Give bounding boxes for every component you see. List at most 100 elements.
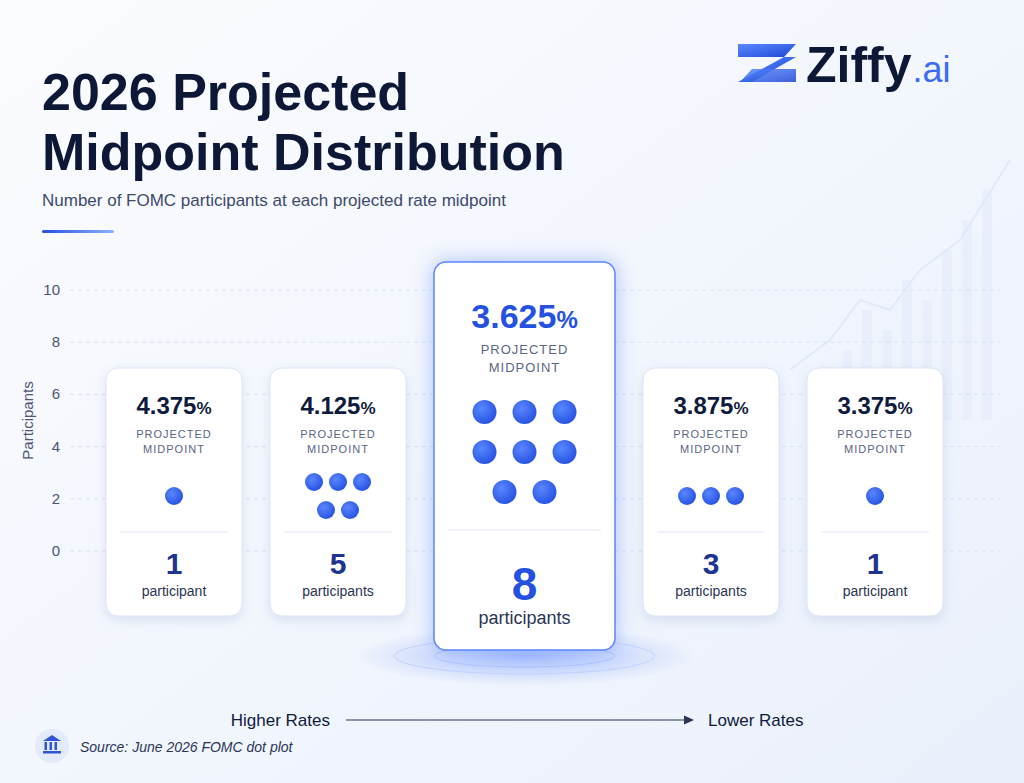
title-underline: [42, 230, 114, 233]
category-caption: PROJECTED MIDPOINT: [481, 342, 569, 375]
category-label: 3.625%: [471, 297, 577, 335]
direction-label: Higher Rates: [231, 711, 330, 730]
participant-dot: [317, 501, 335, 519]
category-unit: %: [897, 399, 912, 418]
category-unit: %: [556, 306, 577, 333]
dot-group: [678, 487, 744, 505]
participant-dot: [165, 487, 183, 505]
participant-dot: [305, 473, 323, 491]
category-label: 4.125%: [300, 392, 375, 419]
card-box: [270, 368, 406, 616]
caption-line: PROJECTED: [481, 342, 569, 357]
participant-dot: [866, 487, 884, 505]
caption-line: MIDPOINT: [844, 443, 906, 455]
y-tick-label: 2: [52, 490, 60, 507]
direction-label: Lower Rates: [708, 711, 803, 730]
caption-line: PROJECTED: [136, 428, 212, 440]
card-box: [434, 262, 615, 650]
data-label: 8: [512, 558, 538, 610]
card-box: [807, 368, 943, 616]
title-line: Midpoint Distribution: [42, 123, 565, 181]
source-icon-column: [55, 742, 58, 750]
participant-dot: [341, 501, 359, 519]
source-icon-column: [45, 742, 48, 750]
card: 3.875%PROJECTEDMIDPOINT3participants: [643, 368, 779, 616]
source-icon-column: [50, 742, 53, 750]
participant-dot: [553, 400, 577, 424]
source-icon-bg: [35, 729, 69, 763]
participant-dot: [533, 480, 557, 504]
card-box: [643, 368, 779, 616]
category-number: 3.625: [471, 297, 556, 335]
y-tick-label: 10: [43, 281, 60, 298]
source-icon: [35, 729, 69, 763]
count-unit-label: participant: [843, 583, 908, 599]
category-unit: %: [196, 399, 211, 418]
participant-dot: [473, 400, 497, 424]
participant-dot: [726, 487, 744, 505]
count-unit-label: participants: [675, 583, 747, 599]
logo-part: [740, 69, 796, 82]
page: {"chart_data": {"type": "dot", "title": …: [0, 0, 1024, 783]
participant-dot: [702, 487, 720, 505]
title: 2026 ProjectedMidpoint Distribution: [42, 63, 565, 181]
direction-arrowhead: [684, 716, 694, 725]
dot-group: [866, 487, 884, 505]
participant-dot: [473, 440, 497, 464]
y-axis-title: Participants: [19, 381, 36, 459]
count-unit-label: participants: [478, 608, 570, 628]
caption-line: MIDPOINT: [307, 443, 369, 455]
y-tick-label: 8: [52, 333, 60, 350]
card-divider: [821, 532, 929, 533]
chart-svg: 2026 ProjectedMidpoint Distribution Numbe…: [0, 0, 1024, 783]
caption-line: PROJECTED: [300, 428, 376, 440]
participant-dot: [353, 473, 371, 491]
category-caption: PROJECTED MIDPOINT: [136, 428, 212, 455]
dot-group: [473, 400, 577, 504]
y-tick-label: 6: [52, 385, 60, 402]
dot-group: [165, 487, 183, 505]
participant-dot: [329, 473, 347, 491]
data-label: 3: [703, 547, 720, 580]
decoration-bar: [982, 190, 992, 420]
title-line: 2026 Projected: [42, 63, 409, 121]
data-label: 1: [166, 547, 183, 580]
participant-dot: [513, 400, 537, 424]
category-unit: %: [360, 399, 375, 418]
category-unit: %: [733, 399, 748, 418]
category-number: 4.125: [300, 392, 360, 419]
background: [0, 0, 1024, 783]
participant-dot: [493, 480, 517, 504]
decoration-line: [790, 160, 1010, 370]
y-tick-label: 0: [52, 542, 60, 559]
card-divider: [657, 532, 765, 533]
participant-dot: [553, 440, 577, 464]
logo-part: [738, 57, 796, 82]
category-caption: PROJECTED MIDPOINT: [837, 428, 913, 455]
caption-line: PROJECTED: [673, 428, 749, 440]
participant-dot: [513, 440, 537, 464]
category-caption: PROJECTED MIDPOINT: [673, 428, 749, 455]
card: 4.375%PROJECTEDMIDPOINT1participant: [106, 368, 242, 616]
data-label: 5: [330, 547, 347, 580]
count-unit-label: participants: [302, 583, 374, 599]
card-divider: [284, 532, 392, 533]
category-number: 3.375: [837, 392, 897, 419]
logo-part: [738, 44, 796, 57]
data-label: 1: [867, 547, 884, 580]
caption-line: MIDPOINT: [143, 443, 205, 455]
category-label: 4.375%: [136, 392, 211, 419]
card: 4.125% PROJECTED MIDPOINT 5 participants: [270, 368, 406, 616]
brand-suffix: .ai: [913, 49, 951, 90]
caption-line: MIDPOINT: [680, 443, 742, 455]
caption-line: PROJECTED: [837, 428, 913, 440]
y-tick-label: 4: [52, 438, 60, 455]
card-divider: [448, 530, 601, 531]
caption-line: MIDPOINT: [489, 360, 561, 375]
brand-name: Ziffy: [806, 37, 912, 93]
card-divider: [120, 532, 228, 533]
participant-dot: [678, 487, 696, 505]
source-icon-base: [43, 751, 61, 754]
subtitle: Number of FOMC participants at each proj…: [42, 191, 506, 210]
source-icon-roof: [43, 735, 61, 741]
